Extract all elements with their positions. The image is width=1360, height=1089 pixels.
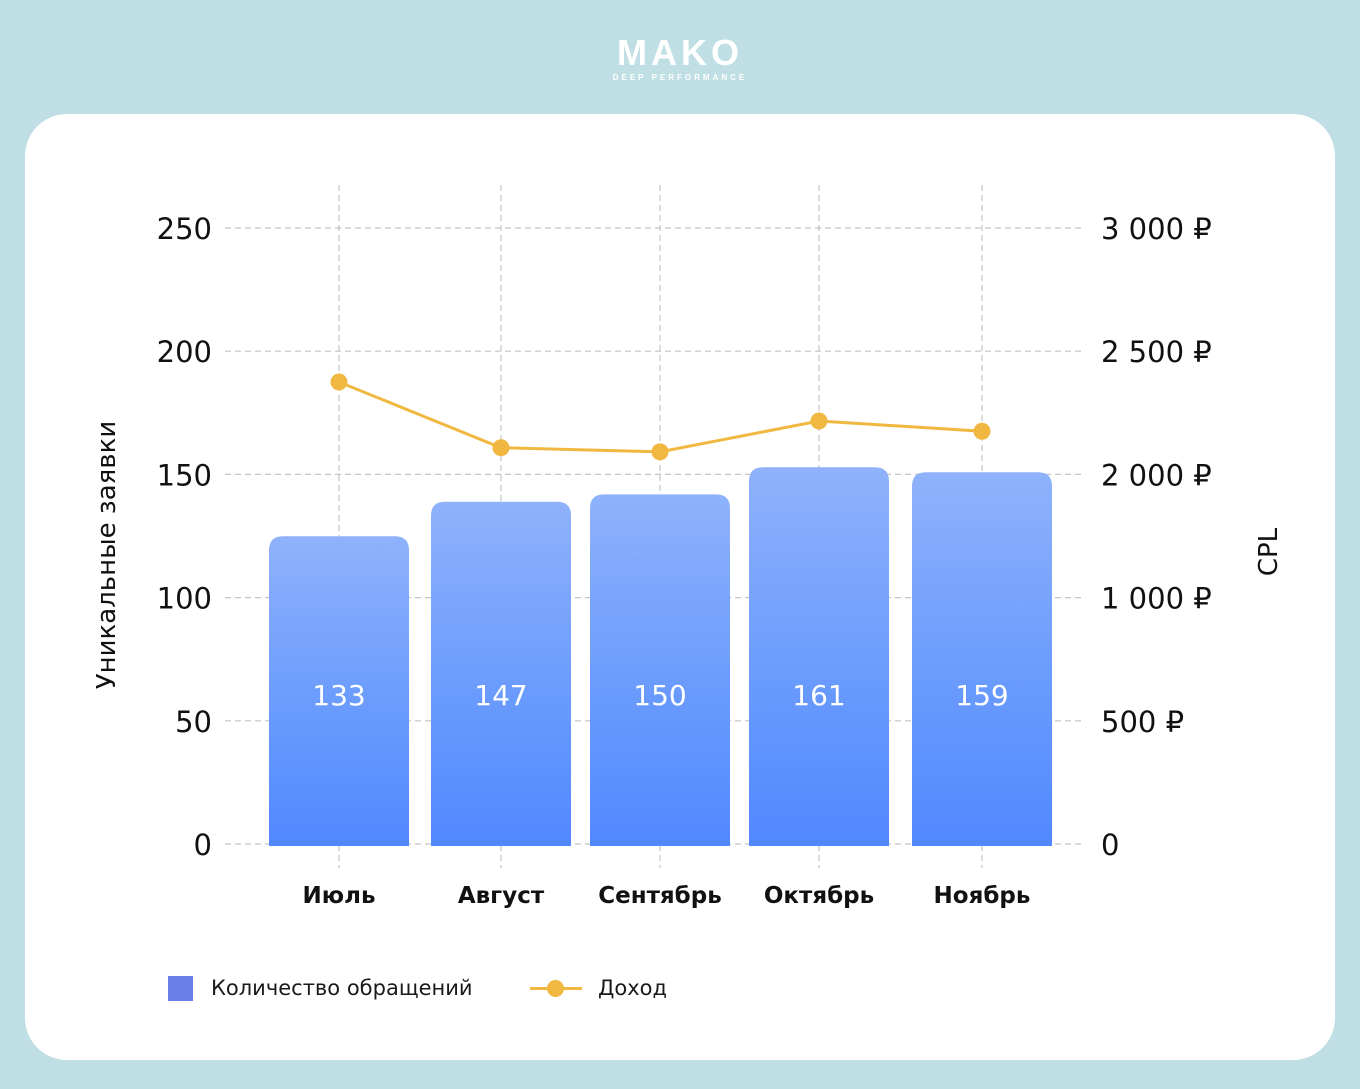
logo-wordmark: MAKO	[617, 32, 743, 73]
y-axis-title: Уникальные заявки	[92, 421, 122, 689]
y2-tick-label: 500 ₽	[1101, 705, 1184, 739]
income-point	[330, 373, 348, 391]
x-tick-label: Июль	[303, 883, 376, 909]
y2-tick-label: 2 000 ₽	[1101, 458, 1212, 492]
bar	[269, 536, 409, 846]
bar	[590, 494, 730, 846]
bar	[749, 467, 889, 846]
legend-label-income: Доход	[598, 976, 668, 1000]
y-tick-label: 150	[157, 458, 212, 492]
x-tick-label: Август	[458, 883, 545, 909]
bar	[431, 501, 571, 846]
legend-label-requests: Количество обращений	[211, 976, 473, 1000]
bar-value-label: 159	[955, 679, 1008, 712]
income-point	[810, 412, 828, 430]
legend-bar-swatch	[168, 975, 193, 1001]
x-tick-label: Ноябрь	[934, 883, 1031, 909]
y-tick-label: 100	[157, 582, 212, 616]
legend-line-swatch	[530, 976, 582, 1001]
mako-logo: MAKO DEEP PERFORMANCE	[560, 34, 800, 90]
bar-value-label: 150	[633, 679, 686, 712]
bar-value-label: 147	[474, 679, 527, 712]
y-tick-label: 50	[175, 705, 212, 739]
y2-axis-title: CPL	[1254, 527, 1284, 576]
y2-tick-label: 0	[1101, 828, 1119, 862]
y-tick-label: 0	[194, 828, 212, 862]
bar-value-label: 161	[792, 679, 845, 712]
y-tick-label: 250	[157, 212, 212, 246]
x-tick-label: Сентябрь	[598, 883, 722, 909]
bar	[912, 472, 1052, 846]
income-point	[651, 443, 669, 461]
y-tick-label: 200	[157, 335, 212, 369]
x-tick-label: Октябрь	[764, 883, 874, 909]
income-point	[492, 439, 510, 457]
legend-item-requests: Количество обращений	[168, 974, 473, 1002]
y2-tick-label: 2 500 ₽	[1101, 335, 1212, 369]
y2-tick-label: 1 000 ₽	[1101, 582, 1212, 616]
income-point	[973, 422, 991, 440]
y2-tick-label: 3 000 ₽	[1101, 212, 1212, 246]
legend-item-income: Доход	[530, 974, 667, 1002]
bar-value-label: 133	[312, 679, 365, 712]
logo-tagline: DEEP PERFORMANCE	[612, 73, 748, 82]
